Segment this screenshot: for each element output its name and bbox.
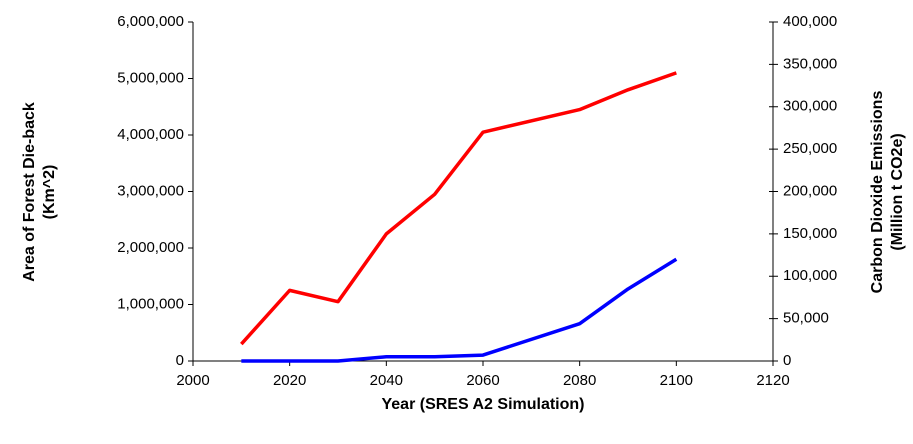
y-tick-label: 0 [176,352,184,369]
y-tick-label: 2,000,000 [117,239,184,256]
y-axis-title: (Km^2) [41,165,58,220]
y2-tick-label: 250,000 [783,140,837,157]
y2-axis-title: Carbon Dioxide Emissions [869,91,886,294]
x-tick-label: 2080 [563,372,596,389]
y2-axis-title: (Million t CO2e) [889,133,906,250]
x-tick-label: 2040 [370,372,403,389]
y2-tick-label: 0 [783,352,791,369]
x-tick-label: 2060 [466,372,499,389]
y-tick-label: 6,000,000 [117,13,184,30]
x-tick-label: 2020 [273,372,306,389]
y2-tick-label: 100,000 [783,267,837,284]
y2-tick-label: 300,000 [783,98,837,115]
x-axis-title: Year (SRES A2 Simulation) [381,396,584,413]
y2-tick-label: 50,000 [783,310,829,327]
y2-tick-label: 150,000 [783,225,837,242]
x-tick-label: 2120 [756,372,789,389]
y-tick-label: 5,000,000 [117,69,184,86]
y-axis-title: Area of Forest Die-back [21,102,38,282]
y-tick-label: 1,000,000 [117,295,184,312]
series-line [240,71,677,346]
y-tick-label: 3,000,000 [117,182,184,199]
y2-tick-label: 400,000 [783,13,837,30]
series-line [241,257,678,363]
x-tick-label: 2000 [176,372,209,389]
y2-tick-label: 350,000 [783,55,837,72]
y2-tick-label: 200,000 [783,182,837,199]
x-tick-label: 2100 [660,372,693,389]
y-tick-label: 4,000,000 [117,126,184,143]
